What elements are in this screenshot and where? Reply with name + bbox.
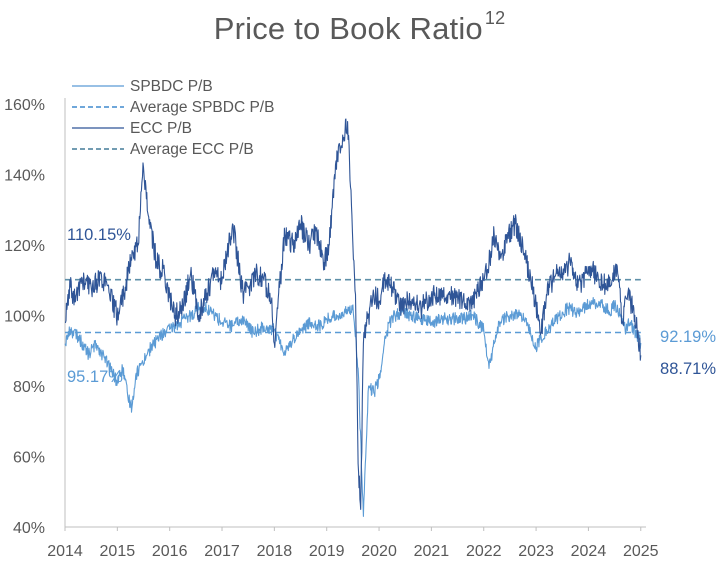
- value-annotation: 88.71%: [660, 360, 716, 378]
- x-tick-label: 2015: [100, 543, 136, 560]
- legend-label: Average ECC P/B: [130, 141, 254, 158]
- x-tick-label: 2016: [152, 543, 188, 560]
- x-tick-label: 2021: [414, 543, 450, 560]
- chart-title-text: Price to Book Ratio: [213, 11, 483, 46]
- x-tick-label: 2020: [361, 543, 397, 560]
- chart-axes: 40% 60% 80% 100% 120% 140% 160% 2014 2015 2016 201…: [4, 97, 659, 560]
- legend-label: SPBDC P/B: [130, 78, 213, 95]
- y-tick-label: 100%: [4, 309, 45, 326]
- x-tick-label: 2018: [257, 543, 293, 560]
- series-layer: [64, 118, 642, 517]
- y-tick-label: 160%: [4, 97, 45, 114]
- y-tick-label: 60%: [13, 450, 45, 467]
- chart-legend: SPBDC P/B Average SPBDC P/B ECC P/B Average…: [72, 78, 274, 158]
- chart-title-superscript: 12: [484, 8, 506, 28]
- y-tick-label: 120%: [4, 238, 45, 255]
- x-tick-label: 2024: [571, 543, 607, 560]
- x-tick-label: 2022: [466, 543, 502, 560]
- chart-annotations: 110.15% 95.17% 92.19% 88.71%: [67, 226, 716, 386]
- chart-title: Price to Book Ratio 12: [0, 8, 719, 47]
- value-annotation: 92.19%: [660, 328, 716, 346]
- legend-label: ECC P/B: [130, 120, 192, 137]
- y-tick-label: 80%: [13, 379, 45, 396]
- x-tick-label: 2023: [518, 543, 554, 560]
- series-line-spbdc: [64, 296, 642, 517]
- series-line-ecc: [64, 118, 642, 510]
- value-annotation: 95.17%: [67, 368, 123, 386]
- value-annotation: 110.15%: [67, 226, 131, 244]
- x-tick-label: 2025: [623, 543, 659, 560]
- y-tick-label: 140%: [4, 168, 45, 185]
- x-tick-label: 2019: [309, 543, 345, 560]
- legend-label: Average SPBDC P/B: [130, 99, 274, 116]
- x-tick-label: 2014: [47, 543, 83, 560]
- x-tick-label: 2017: [204, 543, 240, 560]
- y-tick-label: 40%: [13, 520, 45, 537]
